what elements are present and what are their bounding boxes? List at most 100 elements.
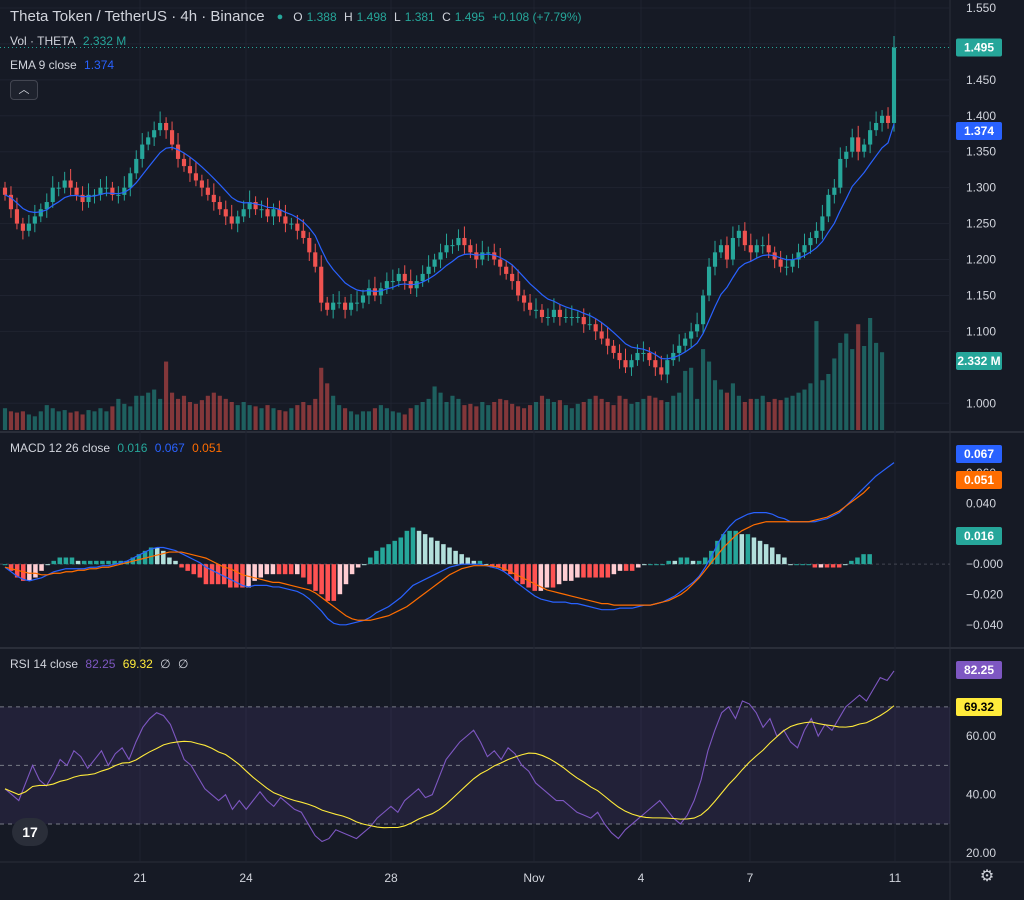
volume-bar [623, 398, 628, 430]
candle-body [50, 187, 55, 203]
candle-body [384, 281, 389, 289]
ema-legend[interactable]: EMA 9 close 1.374 [10, 58, 118, 72]
rsi-value: 82.25 [85, 657, 116, 671]
volume-bar [551, 402, 556, 430]
macd-tick-label: −0.040 [966, 618, 1003, 632]
open-value: 1.388 [306, 9, 337, 24]
candle-body [516, 281, 521, 296]
macd-histogram-bar [855, 557, 860, 565]
symbol-title[interactable]: Theta Token / TetherUS · 4h · Binance [10, 8, 265, 25]
candle-body [879, 115, 885, 123]
tradingview-logo[interactable]: 17 [12, 818, 48, 846]
macd-histogram-bar [824, 564, 830, 568]
macd-histogram-bar [325, 564, 330, 601]
volume-bar [712, 380, 718, 430]
macd-histogram-bar [191, 564, 197, 575]
candle-body [146, 137, 151, 145]
macd-histogram-bar [623, 564, 629, 571]
low-label: L [394, 9, 401, 24]
macd-histogram-bar [751, 537, 757, 565]
candle-body [599, 331, 604, 339]
macd-histogram-bar [374, 550, 379, 565]
candle-body [659, 367, 664, 375]
candle-body [480, 252, 485, 260]
change-value: +0.108 (+7.79%) [492, 9, 582, 24]
macd-histogram-bar [349, 564, 355, 575]
macd-histogram-bar [319, 564, 324, 595]
collapse-legend-button[interactable]: ︿ [10, 80, 38, 100]
macd-histogram-bar [422, 534, 428, 565]
macd-legend[interactable]: MACD 12 26 close 0.016 0.067 0.051 [10, 441, 226, 455]
macd-histogram-bar [167, 557, 172, 565]
volume-bar [593, 395, 598, 430]
macd-histogram-bar [154, 547, 160, 565]
volume-bar [754, 398, 759, 430]
volume-bar [736, 395, 741, 430]
volume-bar [360, 411, 366, 430]
candle-body [390, 281, 395, 283]
macd-tick-label: −0.000 [966, 557, 1003, 571]
candle-body [790, 259, 795, 267]
chevron-up-icon: ︿ [18, 84, 30, 96]
macd-histogram-bar [757, 540, 763, 565]
volume-bar [635, 402, 640, 430]
macd-histogram-bar [221, 564, 227, 585]
macd-histogram-bar [769, 547, 775, 565]
candle-body [563, 317, 568, 319]
candle-body [468, 245, 473, 253]
settings-gear-icon[interactable]: ⚙ [979, 868, 995, 885]
macd-badge: 0.067 [964, 447, 994, 461]
macd-histogram-bar [386, 544, 391, 565]
macd-histogram-bar [672, 560, 678, 565]
volume-bar [480, 402, 485, 430]
macd-histogram-bar [270, 564, 276, 575]
ohlc-values: O 1.388 H 1.498 L 1.381 C 1.495 +0.108 (+7.7… [293, 10, 585, 24]
macd-histogram-bar [447, 547, 452, 565]
candle-body [366, 288, 372, 296]
rsi-legend[interactable]: RSI 14 close 82.25 69.32 ∅ ∅ [10, 657, 192, 671]
macd-histogram-bar [788, 564, 793, 566]
volume-bar [122, 403, 127, 430]
volume-bar [432, 386, 437, 430]
candle-body [259, 209, 264, 211]
macd-histogram-bar [538, 564, 544, 591]
volume-bar [653, 397, 658, 430]
candle-body [217, 202, 222, 210]
volume-bar [820, 380, 825, 430]
candle-body [808, 237, 813, 246]
macd-histogram-bar [843, 564, 848, 566]
macd-histogram-bar [818, 564, 824, 568]
candle-body [56, 187, 61, 189]
volume-bar [2, 408, 8, 430]
volume-bar [802, 389, 807, 430]
volume-bar [778, 400, 783, 430]
volume-bar [158, 398, 163, 430]
volume-legend[interactable]: Vol · THETA 2.332 M [10, 34, 130, 48]
macd-histogram-bar [836, 564, 842, 568]
macd-histogram-bar [520, 564, 525, 585]
volume-bar [832, 358, 837, 430]
macd-histogram-bar [733, 530, 738, 565]
volume-bar [56, 411, 61, 430]
candle-body [38, 209, 43, 217]
candle-body [164, 122, 169, 131]
macd-histogram-bar [605, 564, 611, 578]
rsi-extra-1: ∅ [160, 657, 171, 671]
macd-histogram-bar [27, 564, 32, 581]
volume-bar [199, 400, 204, 430]
rsi-ma-badge-bg [956, 698, 1002, 716]
candle-body [20, 223, 25, 231]
macd-histogram-bar [776, 554, 781, 565]
candle-body [647, 352, 652, 361]
macd-histogram-bar [453, 550, 458, 565]
volume-bar [271, 408, 276, 430]
volume-bar [766, 402, 771, 430]
volume-bar [438, 392, 443, 430]
candle-body [522, 295, 527, 303]
macd-histogram-bar [867, 554, 872, 565]
volume-bar [295, 405, 300, 430]
signal-badge-bg [956, 471, 1002, 489]
candle-body [86, 194, 91, 203]
macd-histogram-bar [550, 564, 556, 588]
